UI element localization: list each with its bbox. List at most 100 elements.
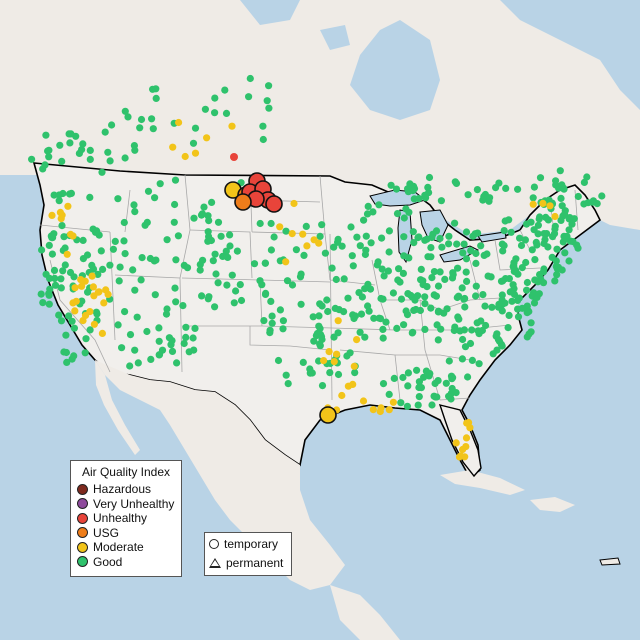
good-site-marker xyxy=(379,334,387,342)
good-site-marker xyxy=(155,351,164,359)
good-site-marker xyxy=(46,285,54,293)
good-site-marker xyxy=(199,256,207,264)
moderate-site-marker xyxy=(303,242,311,250)
moderate-site-marker xyxy=(462,434,471,442)
good-site-marker xyxy=(262,289,270,297)
good-site-marker xyxy=(70,352,78,360)
good-site-marker xyxy=(404,369,412,377)
good-site-marker xyxy=(414,292,422,300)
good-site-marker xyxy=(409,187,417,195)
good-site-marker xyxy=(389,289,397,297)
good-site-marker xyxy=(236,281,244,289)
good-site-marker xyxy=(324,307,332,316)
good-site-marker xyxy=(261,259,269,267)
good-site-marker xyxy=(360,216,368,224)
good-site-marker xyxy=(151,291,159,299)
good-site-marker xyxy=(551,222,559,230)
good-site-marker xyxy=(221,86,229,94)
moderate-site-marker xyxy=(69,299,77,307)
good-site-marker xyxy=(330,243,338,251)
moderate-site-marker xyxy=(359,397,368,405)
good-site-marker xyxy=(335,306,343,314)
moderate-site-marker xyxy=(64,202,72,210)
good-site-marker xyxy=(473,186,481,194)
good-site-marker xyxy=(436,268,444,276)
good-site-marker xyxy=(134,359,142,367)
good-site-marker xyxy=(260,317,268,325)
good-site-marker xyxy=(309,313,317,321)
moderate-site-marker xyxy=(58,211,66,219)
good-site-marker xyxy=(479,291,487,299)
moderate-site-marker xyxy=(330,358,338,366)
good-site-marker xyxy=(454,264,462,272)
good-site-marker xyxy=(120,218,128,227)
good-swatch xyxy=(77,556,88,568)
good-site-marker xyxy=(226,231,234,239)
good-site-marker xyxy=(86,326,94,334)
moderate-site-marker xyxy=(546,202,554,210)
good-site-marker xyxy=(214,218,223,226)
good-site-marker xyxy=(334,238,342,246)
good-site-marker xyxy=(529,194,537,202)
moderate-site-marker xyxy=(333,350,341,358)
good-site-marker xyxy=(493,330,501,338)
good-site-marker xyxy=(205,217,213,225)
good-site-marker xyxy=(424,183,432,191)
good-site-marker xyxy=(330,333,338,341)
good-site-marker xyxy=(279,317,287,325)
good-site-marker xyxy=(258,281,266,289)
good-site-marker xyxy=(445,357,453,365)
good-site-marker xyxy=(131,286,139,294)
good-site-marker xyxy=(131,346,139,354)
good-site-marker xyxy=(364,302,372,310)
good-site-marker xyxy=(361,333,369,341)
good-site-marker xyxy=(118,344,126,352)
good-site-marker xyxy=(268,319,276,327)
good-site-marker xyxy=(385,248,393,256)
good-site-marker xyxy=(380,272,388,280)
circle-icon xyxy=(209,538,219,549)
good-site-marker xyxy=(393,210,402,218)
good-site-marker xyxy=(397,399,405,407)
good-site-marker xyxy=(114,321,122,329)
good-site-marker xyxy=(531,276,539,284)
good-site-marker xyxy=(472,249,480,258)
good-site-marker xyxy=(495,300,503,308)
good-site-marker xyxy=(282,371,290,379)
good-site-marker xyxy=(404,290,412,298)
good-site-marker xyxy=(245,93,253,101)
good-site-marker xyxy=(144,187,153,195)
good-site-marker xyxy=(267,297,275,305)
good-site-marker xyxy=(552,257,560,265)
good-site-marker xyxy=(556,167,564,175)
good-site-marker xyxy=(545,196,553,204)
good-site-marker xyxy=(498,342,506,350)
good-site-marker xyxy=(228,271,236,279)
good-site-marker xyxy=(399,269,407,277)
good-site-marker xyxy=(47,232,55,240)
good-site-marker xyxy=(45,300,53,308)
good-site-marker xyxy=(462,228,471,236)
good-site-marker xyxy=(201,105,209,113)
good-site-marker xyxy=(517,241,526,250)
good-site-marker xyxy=(553,265,561,273)
good-site-marker xyxy=(151,194,159,202)
good-site-marker xyxy=(480,251,488,259)
good-site-marker xyxy=(268,312,276,320)
good-site-marker xyxy=(459,335,467,344)
good-site-marker xyxy=(427,304,435,312)
good-site-marker xyxy=(37,290,45,298)
good-site-marker xyxy=(50,266,59,274)
good-site-marker xyxy=(217,232,225,240)
good-site-marker xyxy=(573,241,581,249)
good-site-marker xyxy=(544,243,552,251)
moderate-site-marker xyxy=(98,329,106,337)
good-site-marker xyxy=(393,324,401,332)
arctic-water xyxy=(240,0,350,50)
good-site-marker xyxy=(499,247,507,255)
good-site-marker xyxy=(256,219,264,228)
good-site-marker xyxy=(104,148,112,156)
good-site-marker xyxy=(185,348,193,356)
good-site-marker xyxy=(168,347,177,355)
moderate-site-marker xyxy=(288,230,296,238)
